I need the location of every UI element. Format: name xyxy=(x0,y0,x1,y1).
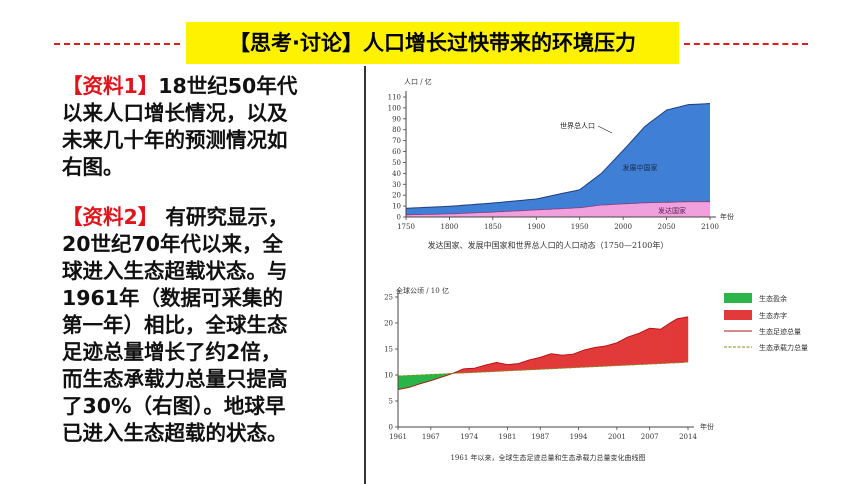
material-1-label: 【资料1】 xyxy=(62,74,159,98)
footprint-chart-caption: 1961 年以来，全球生态足迹总量和生态承载力总量变化曲线图 xyxy=(450,453,645,462)
developed-countries-line xyxy=(405,201,710,216)
population-x-tick-label: 1850 xyxy=(484,223,502,231)
world-population-area xyxy=(406,103,710,217)
population-y-tick-label: 60 xyxy=(392,148,401,156)
footprint-y-tick-label: 20 xyxy=(384,320,393,328)
footprint-x-tick-label: 1994 xyxy=(570,433,588,441)
world-population-annotation: 世界总人口 xyxy=(560,121,595,130)
footprint-y-tick-label: 0 xyxy=(389,424,393,432)
page-title: 【思考·讨论】人口增长过快带来的环境压力 xyxy=(229,31,636,55)
population-y-tick-label: 20 xyxy=(392,192,401,200)
footprint-x-tick-label: 1967 xyxy=(422,433,440,441)
material-1-line-3: 未来几十年的预测情况如 xyxy=(62,128,288,152)
footprint-x-tick-label: 1974 xyxy=(460,433,478,441)
material-1-line-2: 以来人口增长情况，以及 xyxy=(62,101,288,125)
population-y-tick-label: 70 xyxy=(392,137,401,145)
footprint-x-axis-label: 年份 xyxy=(700,422,714,431)
material-2-line-9: 已进入生态超载的状态。 xyxy=(62,421,288,445)
footprint-x-tick-label: 2014 xyxy=(679,433,697,441)
developing-countries-annotation: 发展中国家 xyxy=(623,163,658,172)
material-1-line-1: 【资料1】18世纪50年代 xyxy=(62,74,298,98)
material-2-line-4: 1961年（数据可采集的 xyxy=(62,286,284,310)
population-x-tick-label: 1950 xyxy=(571,223,589,231)
material-2-line-1: 【资料2】 有研究显示， xyxy=(62,205,289,229)
population-x-tick-label: 2000 xyxy=(614,223,632,231)
legend-deficit-swatch xyxy=(724,310,752,320)
developed-countries-annotation: 发达国家 xyxy=(658,206,686,215)
footprint-y-axis-label: 全球公顷 / 10 亿 xyxy=(396,286,449,295)
population-y-tick-label: 50 xyxy=(392,159,401,167)
biocapacity-total-line xyxy=(397,361,689,377)
material-2-line-6: 足迹总量增长了约2倍， xyxy=(62,340,282,364)
population-x-tick-label: 1750 xyxy=(397,223,415,231)
population-x-tick-label: 1900 xyxy=(527,223,545,231)
legend-surplus-label: 生态盈余 xyxy=(759,294,787,303)
material-2-line-2: 20世纪70年代以来，全 xyxy=(62,232,284,256)
population-y-tick-label: 80 xyxy=(392,126,401,134)
developed-countries-area xyxy=(406,201,710,217)
material-2-line-3: 球进入生态超载状态。与 xyxy=(62,259,288,283)
material-2-line-8: 了30%（右图）。地球早 xyxy=(62,394,286,418)
legend-surplus-swatch xyxy=(724,293,752,303)
population-y-tick-label: 40 xyxy=(392,170,401,178)
material-2-label: 【资料2】 xyxy=(62,205,159,229)
material-1-paragraph: 【资料1】18世纪50年代 以来人口增长情况，以及 未来几十年的预测情况如 右图… xyxy=(62,73,352,181)
footprint-y-tick-label: 5 xyxy=(389,398,393,406)
footprint-x-tick-label: 2001 xyxy=(608,433,626,441)
title-divider-right xyxy=(684,43,808,45)
population-y-tick-label: 10 xyxy=(392,203,401,211)
column-divider xyxy=(364,66,366,484)
footprint-x-tick-label: 1981 xyxy=(499,433,517,441)
title-banner: 【思考·讨论】人口增长过快带来的环境压力 xyxy=(186,22,679,64)
title-divider-left xyxy=(54,43,180,45)
footprint-x-tick-label: 1961 xyxy=(389,433,407,441)
population-y-tick-label: 90 xyxy=(392,115,401,123)
footprint-total-line xyxy=(397,316,689,391)
legend-footprint-label: 生态足迹总量 xyxy=(759,327,801,336)
footprint-x-tick-label: 2007 xyxy=(641,433,659,441)
world-population-pointer xyxy=(597,125,613,134)
population-x-tick-label: 2050 xyxy=(658,223,676,231)
world-population-line xyxy=(405,103,711,209)
population-y-tick-label: 110 xyxy=(388,94,401,102)
population-x-axis-label: 年份 xyxy=(720,212,734,221)
legend-biocapacity-label: 生态承载力总量 xyxy=(759,343,808,352)
material-1-line-4: 右图。 xyxy=(62,155,124,179)
footprint-x-tick-label: 1987 xyxy=(531,433,549,441)
material-2-line-7: 而生态承载力总量只提高 xyxy=(62,367,288,391)
population-y-tick-label: 100 xyxy=(388,104,401,112)
material-2-paragraph: 【资料2】 有研究显示， 20世纪70年代以来，全 球进入生态超载状态。与 19… xyxy=(62,204,352,447)
population-x-tick-label: 1800 xyxy=(441,223,459,231)
footprint-y-tick-label: 15 xyxy=(384,346,393,354)
population-y-tick-label: 0 xyxy=(397,214,401,222)
population-y-axis-label: 人口 / 亿 xyxy=(404,77,432,86)
population-chart-caption: 发达国家、发展中国家和世界总人口的人口动态（1750—2100年） xyxy=(428,240,669,250)
legend-deficit-label: 生态赤字 xyxy=(759,311,787,320)
footprint-y-tick-label: 10 xyxy=(384,372,393,380)
population-x-tick-label: 2100 xyxy=(701,223,719,231)
material-2-line-5: 第一年）相比，全球生态 xyxy=(62,313,288,337)
footprint-y-tick-label: 25 xyxy=(384,294,393,302)
ecological-deficit-area xyxy=(452,316,689,374)
ecological-surplus-area xyxy=(397,373,453,390)
population-y-tick-label: 30 xyxy=(392,181,401,189)
